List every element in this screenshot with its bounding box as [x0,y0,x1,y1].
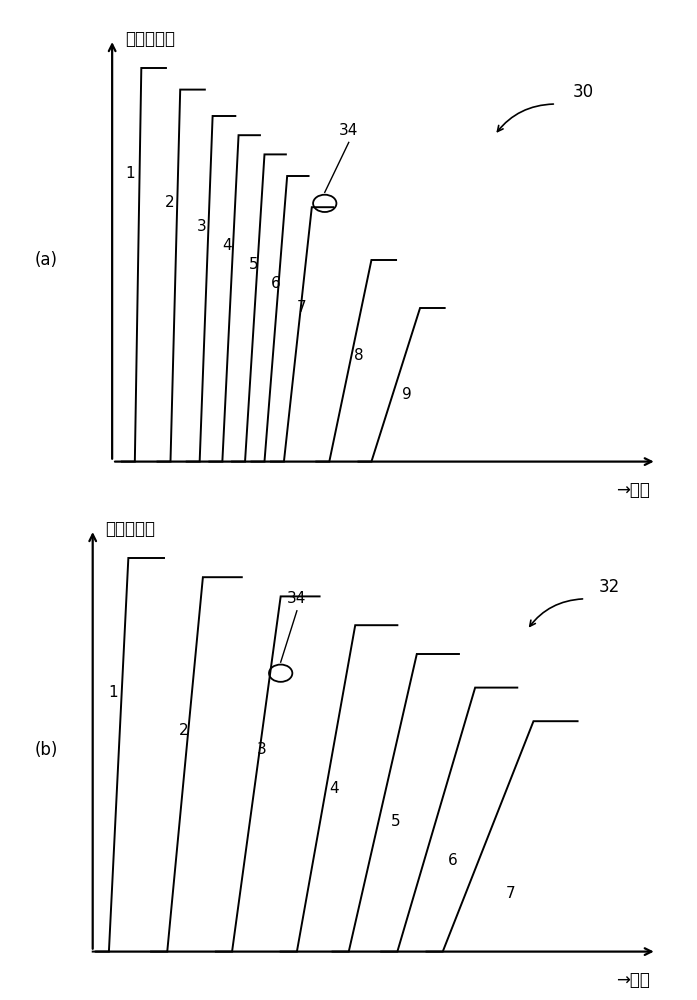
Text: 34: 34 [287,591,307,606]
Text: (b): (b) [34,741,58,759]
Text: 7: 7 [297,300,306,316]
Text: 1: 1 [109,685,118,700]
Text: 加速器开度: 加速器开度 [125,30,175,48]
Text: 5: 5 [249,257,259,272]
Text: 9: 9 [402,387,412,402]
Text: 3: 3 [256,742,266,758]
Text: 5: 5 [391,814,401,830]
Text: 4: 4 [329,781,339,796]
Text: 32: 32 [598,578,620,596]
Text: 7: 7 [506,886,516,902]
Text: 1: 1 [125,166,135,181]
Text: 加速器开度: 加速器开度 [106,520,155,538]
Text: 6: 6 [271,276,281,292]
Text: (a): (a) [34,251,57,269]
Text: 34: 34 [339,123,358,138]
Text: 6: 6 [447,853,457,868]
Text: 2: 2 [178,723,188,738]
Text: 3: 3 [197,219,206,234]
Text: 4: 4 [223,238,232,253]
Text: 30: 30 [572,83,594,101]
Text: 2: 2 [164,195,174,210]
Text: →车速: →车速 [616,971,650,989]
Text: →车速: →车速 [616,481,650,499]
Text: 8: 8 [353,349,363,363]
